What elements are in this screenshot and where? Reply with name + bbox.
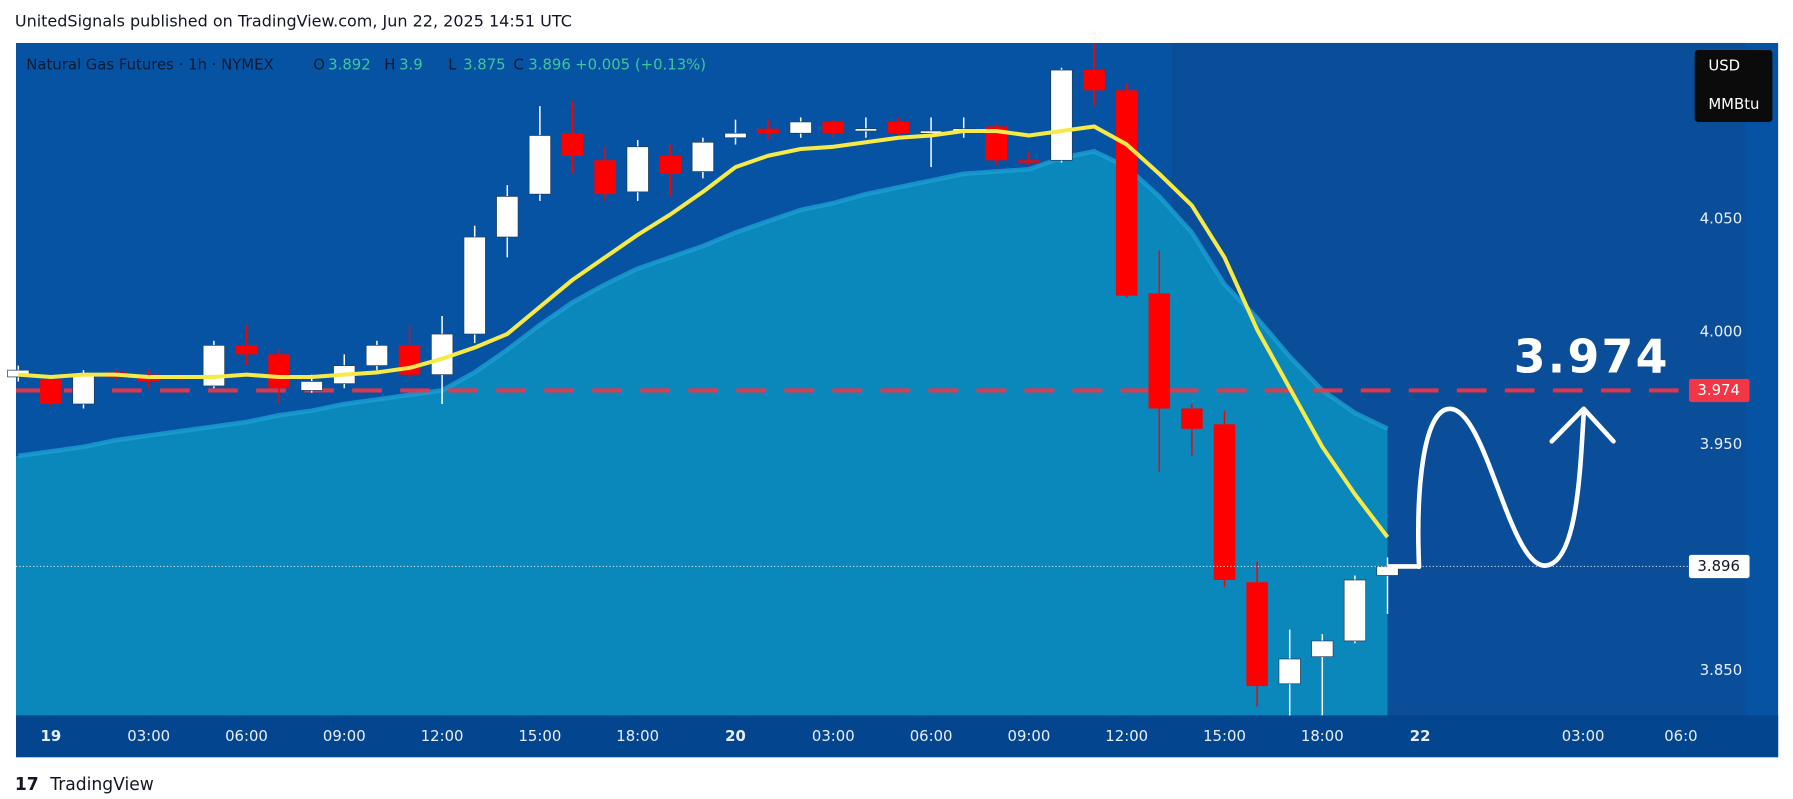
y-tick-label: 4.050 [1700,209,1743,227]
ohlc-value: 3.9 [399,55,423,73]
candle-body [463,236,486,335]
candle-body [1343,579,1367,642]
ma-area [16,151,1388,716]
candle-body [1018,160,1040,163]
candle-body [1278,658,1301,685]
candle-body [202,344,225,387]
x-tick-label: 12:00 [421,727,464,745]
candle-body [72,374,95,405]
x-tick-label: 06:00 [225,727,268,745]
x-tick-label: 20 [725,727,746,745]
time-axis [16,715,1779,758]
level-label: 3.974 [1697,381,1740,399]
candle-body [1213,424,1236,580]
ohlc-letter: C [513,55,523,73]
x-tick-label: 22 [1410,727,1431,745]
candle-body [1181,408,1203,429]
candle-body [691,141,715,172]
candle-body [365,344,388,366]
y-tick-label: 4.000 [1700,322,1743,340]
x-tick-label: 09:00 [323,727,366,745]
x-tick-label: 19 [41,727,62,745]
x-tick-label: 03:00 [1562,727,1605,745]
ohlc-value: 3.896 [528,55,571,73]
x-tick-label: 06:0 [1664,727,1697,745]
candle-body [40,379,62,404]
x-tick-label: 09:00 [1008,727,1051,745]
symbol-title: Natural Gas Futures · 1h · NYMEX [26,55,273,73]
x-tick-label: 15:00 [518,727,561,745]
logo-text: TradingView [49,775,154,795]
candle-body [822,121,845,134]
unit-box [1694,49,1773,122]
candle-body [1050,69,1073,161]
level-label-box [1688,378,1750,403]
x-tick-label: 15:00 [1203,727,1246,745]
candle-body [235,345,258,355]
x-tick-label: 18:00 [616,727,659,745]
candle-body [300,381,323,391]
currency: USD [1708,57,1740,75]
y-tick-label: 3.950 [1700,435,1743,453]
level-annotation: 3.974 [1514,329,1670,383]
candle-body [1115,90,1138,296]
x-tick-label: 03:00 [812,727,855,745]
x-tick-label: 06:00 [910,727,953,745]
candle-body [659,155,682,174]
drawn-arrow [1416,406,1616,570]
candle-body [887,121,910,134]
candle-body [854,128,878,132]
ohlc-value: 3.875 [463,55,506,73]
candle-body [985,126,1008,161]
candle-body [789,121,812,134]
ohlc-letter: O [313,55,325,73]
candle-body [626,146,649,193]
candle-body [1376,566,1399,576]
ohlc-value: 3.892 [328,55,371,73]
price-label-box [1688,554,1750,579]
candle-body [1083,70,1105,91]
candle-body [268,354,290,389]
candle-body [724,132,747,139]
candle-body [594,160,616,195]
candle-body [496,196,519,238]
ohlc-change: +0.005 (+0.13%) [575,55,706,73]
candle-body [561,133,584,156]
candle-body [1246,582,1268,687]
ma-line [17,148,1389,459]
candle-body [1311,640,1334,658]
logo-mark: 17 [15,775,39,795]
unit: MMBtu [1708,95,1759,113]
y-tick-label: 3.850 [1700,661,1743,679]
price-label: 3.896 [1697,557,1740,575]
plot: 4.050 4.000 3.950 3.850 19 03:00 06:00 09:00 12:… [7,42,1750,745]
x-tick-label: 18:00 [1301,727,1344,745]
candle-body [757,128,779,134]
ema-line [18,124,1390,539]
candle-body [1148,293,1171,409]
candle-body [528,135,551,195]
x-tick-label: 03:00 [127,727,170,745]
ohlc-letter: L [448,55,457,73]
x-tick-label: 12:00 [1105,727,1148,745]
publish-header: UnitedSignals published on TradingView.c… [15,11,572,30]
ohlc-letter: H [384,55,395,73]
